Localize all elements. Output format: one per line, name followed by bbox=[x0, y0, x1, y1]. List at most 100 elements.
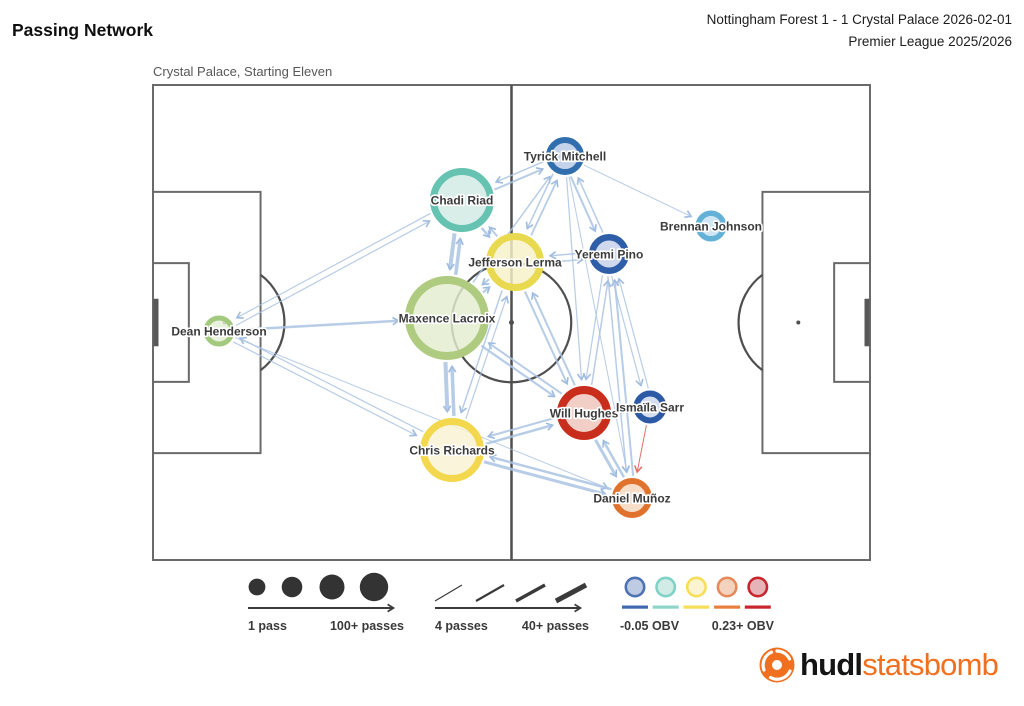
penalty-spot-right bbox=[796, 320, 801, 325]
player-label-lacroix: Maxence Lacroix bbox=[399, 312, 496, 326]
pass-edge bbox=[576, 176, 604, 233]
legend-obv-circle bbox=[655, 576, 677, 598]
player-node-richards bbox=[420, 418, 484, 482]
pass-edge bbox=[524, 291, 569, 386]
legend bbox=[248, 572, 771, 613]
player-node-henderson bbox=[203, 315, 235, 347]
pass-edges bbox=[232, 160, 693, 497]
player-label-lerma: Jefferson Lerma bbox=[468, 256, 562, 270]
six-yard-box-left bbox=[152, 262, 190, 383]
legend-obv-circle bbox=[747, 576, 769, 598]
match-info: Nottingham Forest 1 - 1 Crystal Palace 2… bbox=[707, 9, 1012, 53]
player-node-pino bbox=[589, 234, 629, 274]
player-node-sarr bbox=[633, 390, 667, 424]
pass-edge bbox=[481, 277, 490, 286]
hudl-logo-icon bbox=[759, 647, 795, 683]
pass-edge bbox=[480, 227, 491, 239]
pass-edge bbox=[447, 364, 457, 416]
player-node-lerma bbox=[486, 233, 544, 291]
pass-edge bbox=[442, 362, 452, 414]
pitch-subtitle: Crystal Palace, Starting Eleven bbox=[153, 64, 333, 79]
pass-edge bbox=[238, 336, 424, 433]
player-nodes bbox=[203, 137, 727, 518]
pass-edge bbox=[486, 416, 556, 440]
player-label-richards: Chris Richards bbox=[409, 444, 495, 458]
pass-edge bbox=[633, 425, 647, 474]
legend-width-line bbox=[475, 584, 505, 602]
pass-edge bbox=[494, 167, 545, 191]
pass-edge bbox=[565, 176, 586, 382]
pass-edge bbox=[569, 176, 597, 233]
pass-edge bbox=[548, 251, 587, 260]
pass-edge bbox=[582, 275, 604, 381]
pass-edge bbox=[483, 460, 608, 497]
competition-line: Premier League 2025/2026 bbox=[848, 34, 1012, 49]
pass-edge bbox=[236, 316, 401, 332]
pass-edge bbox=[480, 344, 556, 398]
six-yard-box-right bbox=[833, 262, 872, 383]
pass-edge bbox=[494, 160, 545, 184]
goal-right bbox=[864, 298, 870, 347]
goal-left bbox=[153, 298, 159, 347]
pitch bbox=[152, 84, 872, 561]
legend-obv-circle bbox=[685, 576, 707, 598]
pass-edge bbox=[615, 405, 632, 414]
player-label-henderson: Dean Henderson bbox=[171, 325, 266, 339]
legend-dot bbox=[248, 578, 266, 596]
pass-edge bbox=[594, 439, 618, 478]
pass-edge bbox=[458, 290, 503, 414]
legend-width-line bbox=[554, 582, 588, 604]
legend-obv-bar bbox=[714, 605, 741, 609]
legend-obv-bar bbox=[683, 605, 710, 609]
legend-pass-count-min-label: 1 pass bbox=[248, 619, 287, 633]
legend-obv-circle bbox=[624, 576, 646, 598]
player-label-johnson: Brennan Johnson bbox=[660, 220, 762, 234]
penalty-box-right bbox=[761, 190, 872, 455]
player-label-sarr: Ismaïla Sarr bbox=[616, 401, 684, 415]
player-label-riad: Chadi Riad bbox=[431, 194, 494, 208]
pass-edge bbox=[472, 175, 551, 283]
legend-obv-bar bbox=[744, 605, 771, 609]
pass-edge bbox=[235, 337, 609, 490]
pass-edge bbox=[488, 226, 499, 238]
legend-obv-min-label: -0.05 OBV bbox=[620, 619, 680, 633]
pass-edge bbox=[485, 422, 555, 446]
pass-edge bbox=[531, 291, 576, 386]
legend-obv-circle bbox=[716, 576, 738, 598]
penalty-arc-right bbox=[737, 273, 764, 372]
legend-dot bbox=[281, 576, 303, 598]
pass-edge bbox=[235, 212, 431, 319]
legend-pass-count-labels: 1 pass 100+ passes bbox=[248, 619, 404, 633]
pass-edge bbox=[525, 173, 554, 230]
pass-edge bbox=[235, 219, 431, 327]
pass-edge bbox=[602, 439, 626, 478]
player-label-munoz: Daniel Muñoz bbox=[593, 492, 670, 506]
legend-width-line bbox=[434, 584, 463, 602]
player-label-pino: Yeremi Pino bbox=[575, 248, 644, 262]
hudl-statsbomb-logo: hudl statsbomb bbox=[757, 645, 999, 685]
pass-edge bbox=[546, 255, 585, 265]
pass-edge bbox=[607, 276, 631, 474]
legend-pass-count-max-label: 100+ passes bbox=[329, 619, 404, 633]
player-node-riad bbox=[430, 168, 494, 232]
pass-edge bbox=[616, 277, 649, 389]
pass-edge bbox=[568, 176, 631, 474]
player-node-lacroix bbox=[405, 276, 489, 360]
player-label-hughes: Will Hughes bbox=[550, 407, 619, 421]
legend-pass-width-labels: 4 passes 40+ passes bbox=[435, 619, 589, 633]
pass-edge bbox=[610, 278, 635, 476]
pass-edge bbox=[482, 286, 491, 294]
pass-edge bbox=[590, 279, 612, 385]
centre-spot bbox=[509, 320, 514, 325]
pass-edge bbox=[488, 454, 612, 491]
legend-obv-bar bbox=[652, 605, 679, 609]
pass-edge bbox=[487, 342, 563, 395]
legend-obv-labels: -0.05 OBV 0.23+ OBV bbox=[620, 619, 774, 633]
player-labels: Dean Henderson Maxence Lacroix Chadi Riad J… bbox=[170, 148, 764, 507]
hudl-wordmark: hudl bbox=[800, 647, 863, 682]
legend-dot bbox=[319, 574, 345, 600]
pass-edge bbox=[446, 233, 457, 271]
legend-pass-width-max-label: 40+ passes bbox=[521, 619, 589, 633]
pass-edge bbox=[530, 179, 559, 236]
